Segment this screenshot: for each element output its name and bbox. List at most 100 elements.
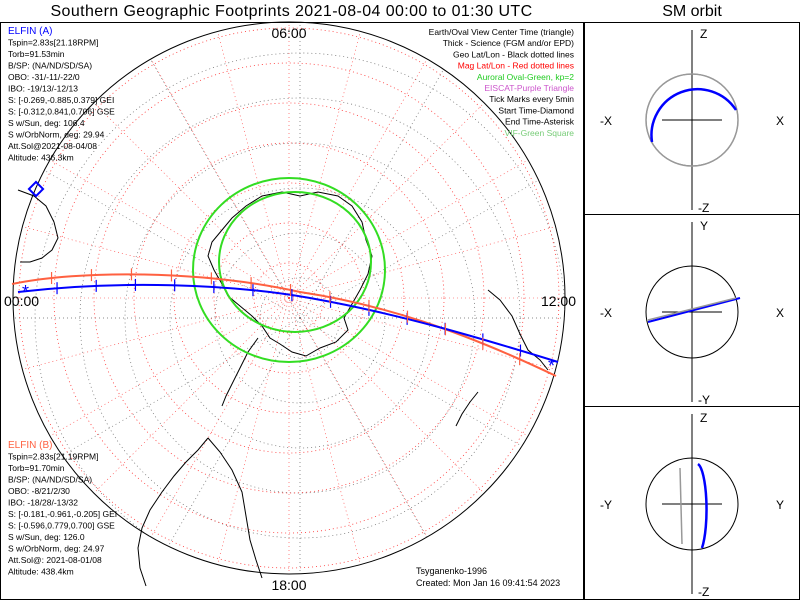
elfin-b-info: ELFIN (B) Tspin=2.83s[21.19RPM]Torb=91.7… [8,440,117,577]
orbit-trace-b [647,297,737,321]
info-line: Tspin=2.83s[21.19RPM] [8,452,98,462]
orbit-axis-label-left: -X [600,114,612,128]
orbit-panel: Z -Z -Y Y [600,411,784,599]
legend-item: Thick - Science (FGM and/or EPD) [443,38,574,48]
mag-longitude-line [288,297,556,370]
info-line: Tspin=2.83s[21.18RPM] [8,38,98,48]
info-line: Altitude: 438.4km [8,567,74,577]
orbit-trace-b [645,73,739,167]
info-line: S: [-0.312,0.841,0.706] GSE [8,107,115,117]
mag-longitude-line [49,159,290,299]
auroral-oval-inner [218,191,372,333]
elfin-b-track [11,273,557,377]
info-line: OBO: -31/-11/-22/0 [8,72,80,82]
created-text: Created: Mon Jan 16 09:41:54 2023 [416,578,560,588]
mag-longitude-line [288,297,361,565]
info-line: S: [-0.181,-0.961,-0.205] GEI [8,509,117,519]
antarctica-outline [207,191,373,357]
globe-outline [12,21,566,575]
orbit-axis-label-top: Z [700,411,707,425]
geo-longitude-line [40,317,301,469]
continent-outlines [17,189,549,587]
antarctic-peninsula [221,337,259,407]
elfin-a-info: ELFIN (A) Tspin=2.83s[21.18RPM]Torb=91.5… [8,26,115,163]
mag-latitude-line [133,142,445,454]
mag-longitude-line [217,31,290,299]
geo-longitude-line [40,167,301,319]
track-ticks [50,268,522,366]
geo-longitude-line [299,58,451,319]
orbit-axis-label-bottom: -Z [698,201,709,215]
info-line: Att.Sol@2021-08-04/08 [8,141,97,151]
start-diamond [27,180,45,198]
mag-latitude-line [173,182,405,414]
elfin-a-track [17,283,559,363]
info-line: S w/OrbNorm, deg: 24.97 [8,544,105,554]
info-line: B/SP: (NA/ND/SD/SA) [8,475,92,485]
info-line: S w/Sun, deg: 126.0 [8,532,85,542]
orbit-panel-title: SM orbit [662,3,722,20]
elfin-a-title: ELFIN (A) [8,26,52,37]
mag-latitude-line [213,222,365,374]
mag-longitude-line [49,297,290,437]
orbit-axis-label-top: Y [700,219,708,233]
mag-latitude-line [253,262,325,334]
orbit-trace-a [650,87,738,143]
time-label-right: 12:00 [541,293,576,309]
auroral-oval [192,177,386,363]
legend-item: Geo Lat/Lon - Black dotted lines [453,49,574,59]
orbit-axis-label-left: -Y [600,498,612,512]
page-title: Southern Geographic Footprints 2021-08-0… [50,3,533,20]
elfin-b-title: ELFIN (B) [8,440,52,451]
time-label-left: 00:00 [4,293,39,309]
info-line: Torb=91.70min [8,463,65,473]
auroral-oval-outer [192,177,386,363]
legend-item: Start Time-Diamond [498,105,574,115]
info-line: S w/OrbNorm, deg: 29.94 [8,130,105,140]
legend-item: Tick Marks every 5min [489,94,574,104]
elfin-a-end-asterisk: * [22,282,29,302]
info-line: OBO: -8/21/2/30 [8,486,70,496]
mag-longitude-line [217,297,290,565]
legend-item: Auroral Oval-Green, kp=2 [477,72,574,82]
info-line: IBO: -18/28/-13/32 [8,498,78,508]
globe: * * [11,21,566,587]
orbit-axis-label-right: X [776,114,784,128]
orbit-trace-a [647,297,741,323]
legend-item: Mag Lat/Lon - Red dotted lines [458,61,574,71]
info-line: Torb=91.53min [8,49,65,59]
australia-outline [487,289,549,371]
legend: Earth/Oval View Center Time (triangle)Th… [429,27,575,138]
earth-circle [645,265,739,359]
orbit-panel: Z -Z -X X [600,27,784,215]
info-line: S w/Sun, deg: 106.4 [8,118,85,128]
orbit-panel: Y -Y -X X [600,219,784,407]
mag-longitude-line [93,297,290,494]
orbit-axis-label-top: Z [700,27,707,41]
orbit-axis-label-left: -X [600,306,612,320]
mag-latitude-line [93,102,485,494]
africa-outline [17,189,59,263]
orbit-axis-label-right: X [776,306,784,320]
legend-item: Earth/Oval View Center Time (triangle) [429,27,575,37]
mag-longitude-line [288,58,428,299]
geo-longitude-line [149,317,301,574]
legend-item: End Time-Asterisk [505,117,575,127]
geo-longitude-line [299,317,560,469]
legend-item: EISCAT-Purple Triangle [484,83,574,93]
orbit-tracks: * * [11,180,559,377]
info-line: S: [-0.269,-0.885,0.379] GEI [8,95,114,105]
time-label-top: 06:00 [271,25,306,41]
info-line: B/SP: (NA/ND/SD/SA) [8,61,92,71]
geo-grid [13,22,565,574]
orbit-panels: Z -Z -X X Y -Y -X X Z -Z -Y Y [600,27,784,599]
geo-latitude-line [124,142,476,494]
legend-item: VIF-Green Square [505,128,575,138]
new-zealand-outline [455,391,479,427]
orbit-axis-label-bottom: -Y [698,393,710,407]
mag-grid [13,22,565,574]
elfin-a-start-asterisk: * [548,356,555,376]
mag-longitude-line [288,226,556,299]
mag-longitude-line [288,102,485,299]
